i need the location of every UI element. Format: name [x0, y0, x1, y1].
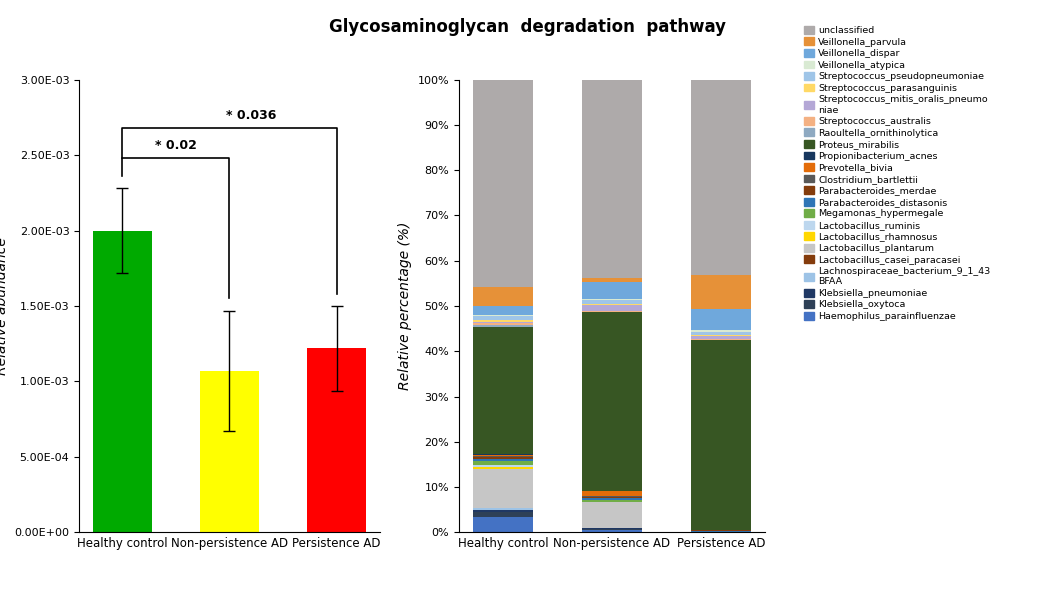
Bar	[307, 348, 366, 532]
Text: Glycosaminoglycan  degradation  pathway: Glycosaminoglycan degradation pathway	[329, 18, 726, 36]
Bar	[582, 502, 641, 528]
Bar	[691, 330, 751, 332]
Bar	[691, 335, 751, 337]
Bar	[473, 456, 533, 457]
Bar	[473, 453, 533, 455]
Bar	[473, 512, 533, 517]
Bar	[473, 326, 533, 327]
Bar	[582, 282, 641, 299]
Bar	[473, 315, 533, 316]
Bar	[582, 529, 641, 530]
Y-axis label: Relative percentage (%): Relative percentage (%)	[398, 222, 413, 390]
Bar	[582, 528, 641, 529]
Bar	[691, 275, 751, 308]
Bar	[691, 530, 751, 531]
Bar	[582, 312, 641, 491]
Y-axis label: Relative abundance: Relative abundance	[0, 237, 8, 375]
Bar	[582, 80, 641, 278]
Bar	[582, 278, 641, 282]
Bar	[582, 305, 641, 312]
Bar	[473, 316, 533, 321]
Bar	[473, 510, 533, 512]
Bar	[582, 304, 641, 305]
Bar	[473, 323, 533, 326]
Bar	[473, 288, 533, 305]
Bar	[200, 371, 258, 532]
Bar	[473, 305, 533, 315]
Bar	[473, 465, 533, 467]
Bar	[582, 497, 641, 498]
Bar	[691, 531, 751, 532]
Bar	[473, 458, 533, 461]
Bar	[473, 321, 533, 322]
Bar	[582, 498, 641, 500]
Bar	[473, 469, 533, 507]
Bar	[473, 461, 533, 465]
Bar	[691, 338, 751, 340]
Bar	[582, 299, 641, 300]
Bar	[582, 300, 641, 304]
Text: * 0.02: * 0.02	[155, 139, 197, 152]
Bar	[691, 337, 751, 338]
Bar	[473, 80, 533, 288]
Bar	[473, 517, 533, 532]
Bar	[473, 322, 533, 323]
Bar	[582, 500, 641, 502]
Text: * 0.036: * 0.036	[226, 109, 276, 122]
Bar	[473, 327, 533, 453]
Bar	[582, 491, 641, 496]
Legend: unclassified, Veillonella_parvula, Veillonella_dispar, Veillonella_atypica, Stre: unclassified, Veillonella_parvula, Veill…	[801, 23, 994, 324]
Bar	[582, 530, 641, 532]
Bar	[473, 457, 533, 458]
Bar	[93, 231, 152, 532]
Bar	[691, 340, 751, 530]
Bar	[582, 496, 641, 497]
Bar	[691, 80, 751, 275]
Bar	[473, 507, 533, 510]
Bar	[473, 467, 533, 469]
Bar	[691, 332, 751, 335]
Bar	[691, 308, 751, 330]
Bar	[473, 455, 533, 456]
